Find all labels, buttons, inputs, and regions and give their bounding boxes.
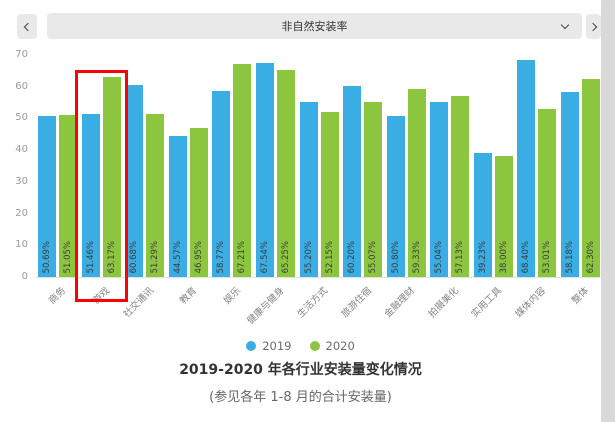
bar-2020: 51.29% <box>146 114 165 277</box>
bar-2020: 59.33% <box>407 88 426 277</box>
bar-value-label: 55.07% <box>368 240 379 273</box>
bar-value-label: 38.00% <box>498 240 509 273</box>
x-axis-label: 实用工具 <box>469 285 505 320</box>
legend-dot-2020 <box>309 341 320 351</box>
bar-2020: 63.17% <box>102 76 121 277</box>
bar-2019: 50.69% <box>38 116 56 277</box>
metric-selector-bar: 非自然安装率 <box>0 0 601 52</box>
y-axis-tick: 60 <box>15 80 28 92</box>
bar-2020: 67.21% <box>233 63 252 277</box>
legend-item-2020: 2020 <box>309 339 355 353</box>
y-axis-tick: 40 <box>15 144 28 156</box>
bar-2019: 58.18% <box>561 92 579 277</box>
y-axis-tick: 20 <box>15 207 28 219</box>
y-axis-tick: 30 <box>15 175 28 187</box>
bar-2019: 44.57% <box>168 135 187 277</box>
x-axis-label: 健康与健身 <box>245 285 287 327</box>
bar-value-label: 62.30% <box>586 240 596 273</box>
x-axis-label: 媒体内容 <box>513 285 548 320</box>
bar-2019: 50.80% <box>386 115 405 277</box>
bar-2019: 67.54% <box>255 62 274 277</box>
x-axis-line <box>36 277 602 278</box>
next-metric-button[interactable] <box>586 14 601 39</box>
bar-2020: 55.07% <box>364 102 383 277</box>
chart-subtitle: (参见各年 1-8 月的合计安装量) <box>209 390 392 405</box>
bar-2020: 51.05% <box>59 115 77 277</box>
prev-metric-button[interactable] <box>17 14 37 39</box>
x-axis-label: 整体 <box>570 285 592 307</box>
bar-2020: 62.30% <box>582 79 600 277</box>
y-axis-tick: 10 <box>15 239 28 251</box>
y-axis-tick: 50 <box>15 112 28 124</box>
bar-value-label: 67.54% <box>259 240 270 273</box>
bar-value-label: 44.57% <box>172 240 183 273</box>
bar-value-label: 58.77% <box>216 240 227 273</box>
bar-2020: 38.00% <box>494 156 513 277</box>
metric-dropdown-label: 非自然安装率 <box>281 20 348 33</box>
bar-value-label: 67.21% <box>237 240 248 273</box>
bar-value-label: 68.40% <box>521 240 532 273</box>
bar-value-label: 52.15% <box>324 240 335 273</box>
bar-2019: 51.46% <box>81 113 100 277</box>
bar-value-label: 51.05% <box>63 240 73 273</box>
y-axis-tick: 70 <box>15 49 28 60</box>
bar-value-label: 55.04% <box>434 240 445 273</box>
bar-value-label: 50.69% <box>42 240 52 273</box>
bar-value-label: 60.68% <box>129 240 140 273</box>
x-axis-label: 生活方式 <box>295 285 331 320</box>
legend-item-2019: 2019 <box>246 339 292 353</box>
bar-2020: 57.13% <box>451 95 470 277</box>
bar-2019: 60.20% <box>343 86 362 277</box>
x-axis-label: 教育 <box>178 285 200 307</box>
legend-label-2020: 2020 <box>325 339 355 353</box>
bar-value-label: 46.95% <box>193 240 204 273</box>
x-axis-label: 拍摄美化 <box>426 285 461 320</box>
bar-value-label: 60.20% <box>347 240 358 273</box>
bar-value-label: 50.80% <box>390 240 401 273</box>
bar-2019: 60.68% <box>125 84 144 277</box>
bar-2019: 68.40% <box>517 60 536 277</box>
bar-2020: 46.95% <box>189 128 208 277</box>
bar-2019: 58.77% <box>212 90 231 277</box>
bar-2019: 55.04% <box>430 102 449 277</box>
legend-label-2019: 2019 <box>262 339 292 353</box>
bar-value-label: 59.33% <box>411 240 422 273</box>
bar-value-label: 55.20% <box>303 240 314 273</box>
x-axis-label: 旅游住宿 <box>339 285 374 320</box>
x-axis-label: 商务 <box>47 285 69 307</box>
bar-2020: 53.01% <box>538 108 557 277</box>
legend-dot-2019 <box>246 341 257 351</box>
chart-legend: 2019 2020 <box>0 339 601 353</box>
y-axis-tick: 0 <box>21 271 28 282</box>
bar-value-label: 53.01% <box>542 240 553 273</box>
bar-2019: 55.20% <box>299 101 318 277</box>
x-axis-label: 金融理财 <box>382 285 418 320</box>
bar-chart: 0 10 20 30 40 50 60 70 50.69% 51.05% 商务 51.46% 63.17… <box>15 49 602 327</box>
x-axis-label: 娱乐 <box>221 285 243 307</box>
bar-value-label: 39.23% <box>477 240 488 273</box>
bar-value-label: 58.18% <box>565 240 575 273</box>
bar-2019: 39.23% <box>473 152 492 277</box>
bar-value-label: 65.25% <box>280 240 291 273</box>
highlight-box <box>74 69 128 302</box>
metric-dropdown[interactable]: 非自然安装率 <box>47 13 582 39</box>
bar-value-label: 51.29% <box>150 240 161 273</box>
bar-2020: 65.25% <box>276 70 295 277</box>
chart-title: 2019-2020 年各行业安装量变化情况 <box>179 362 422 378</box>
bar-value-label: 57.13% <box>455 240 466 273</box>
bar-2020: 52.15% <box>320 111 339 277</box>
page-edge-strip <box>601 0 615 422</box>
